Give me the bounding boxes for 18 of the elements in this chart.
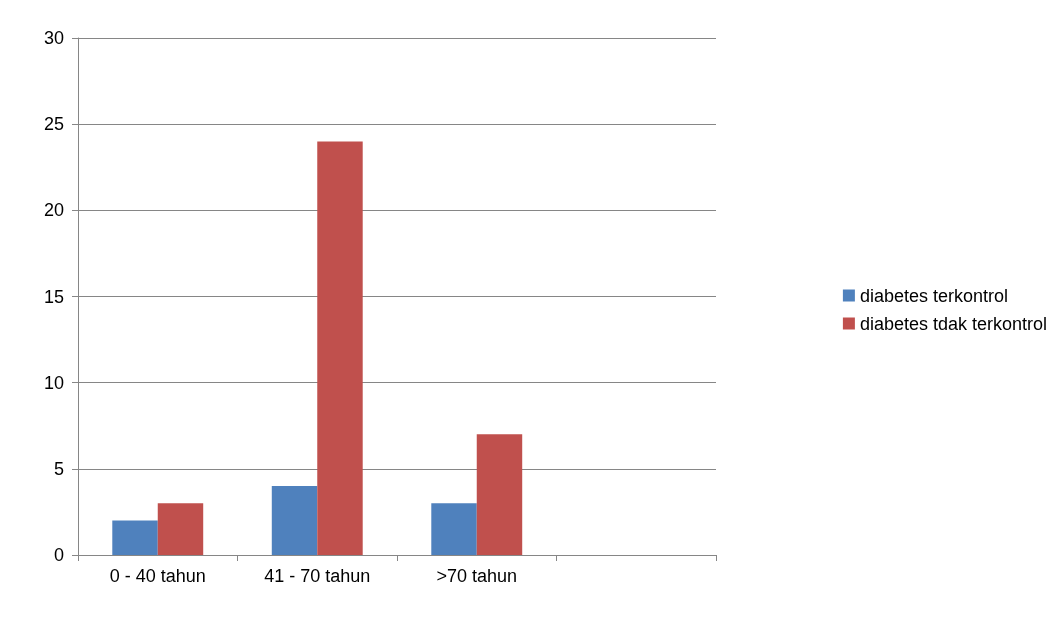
x-tick-label: 41 - 70 tahun [264, 566, 371, 586]
y-tick-label: 30 [43, 28, 64, 48]
x-tick-label: 0 - 40 tahun [109, 566, 206, 586]
legend-label: diabetes tdak terkontrol [859, 313, 1048, 334]
bar [271, 486, 318, 555]
bar [317, 141, 363, 555]
y-tick-label: 15 [43, 286, 64, 307]
bar [157, 503, 204, 555]
y-tick-label: 5 [53, 458, 64, 479]
x-tick-label: >70 tahun [436, 566, 518, 586]
bar [476, 434, 523, 555]
y-tick-label: 0 [53, 545, 64, 565]
bar [431, 503, 477, 555]
y-tick-label: 20 [43, 200, 64, 221]
y-tick-label: 10 [43, 372, 64, 393]
bar [112, 520, 158, 555]
y-tick-label: 25 [43, 114, 64, 135]
legend-label: diabetes terkontrol [859, 285, 1008, 306]
